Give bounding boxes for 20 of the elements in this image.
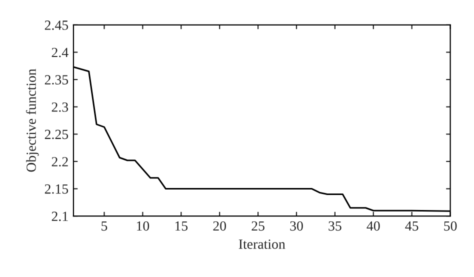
x-tick-label: 30 [290, 221, 303, 231]
y-tick-label: 2.3 [52, 102, 68, 112]
y-axis-title: Objective function [26, 68, 39, 172]
y-tick-label: 2.45 [44, 20, 68, 30]
y-tick-label: 2.15 [44, 184, 68, 194]
x-tick-label: 20 [213, 221, 226, 231]
x-tick-label: 15 [175, 221, 188, 231]
x-tick-label: 5 [102, 221, 108, 231]
x-tick-label: 45 [405, 221, 418, 231]
y-tick-label: 2.2 [52, 157, 68, 166]
x-tick-label: 10 [136, 221, 150, 231]
y-tick-label: 2.4 [52, 48, 68, 58]
y-tick-label: 2.35 [44, 75, 68, 85]
x-tick-label: 25 [252, 221, 264, 231]
x-axis-title: Iteration [238, 240, 286, 249]
x-tick-label: 50 [444, 221, 457, 231]
x-tick-label: 40 [366, 221, 380, 231]
y-tick-label: 2.1 [52, 212, 68, 222]
x-tick-label: 35 [328, 221, 342, 231]
y-tick-label: 2.25 [44, 130, 68, 140]
